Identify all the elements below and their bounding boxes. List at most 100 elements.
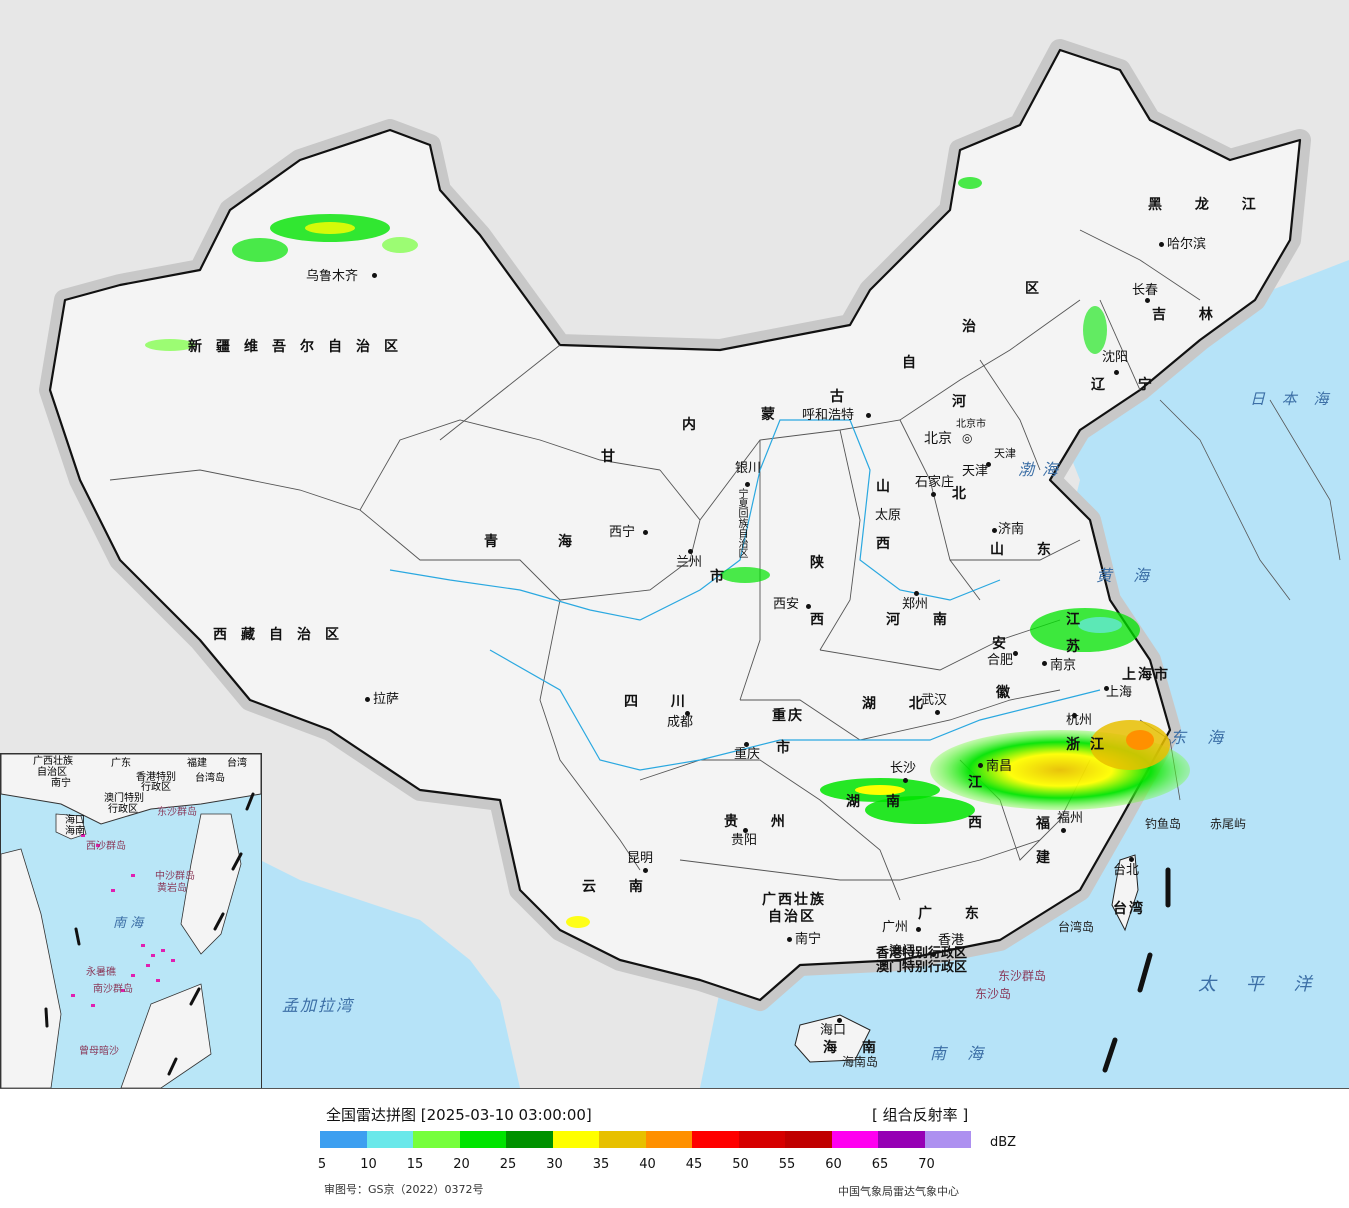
beijing-capital-icon: ◎ xyxy=(962,431,973,445)
city-hongkong: 香港 xyxy=(938,933,965,948)
label-fujian-b: 建 xyxy=(1036,850,1052,866)
label-neimeng-c: 古 xyxy=(830,389,846,405)
inset-label-zizhiqu: 自治区 xyxy=(37,767,67,778)
dot-macau xyxy=(931,952,936,957)
label-hainan-a: 海 xyxy=(823,1040,839,1056)
label-hubei: 湖 北 xyxy=(862,696,937,712)
label-neimeng-d: 自 xyxy=(902,355,918,371)
color-cell-5 xyxy=(320,1131,367,1148)
tick-label: 60 xyxy=(825,1157,842,1172)
dot-harbin xyxy=(1159,242,1164,247)
label-shanxi-b: 西 xyxy=(876,536,892,552)
label-xizang: 西藏自治区 xyxy=(213,627,353,643)
dot-chengdu xyxy=(685,711,690,716)
island-dongsha: 东沙岛 xyxy=(975,987,1012,1001)
city-hefei: 合肥 xyxy=(987,653,1014,668)
label-chongqing: 重庆 xyxy=(772,708,804,724)
city-guangzhou: 广州 xyxy=(882,920,909,935)
inset-label-nanning: 南宁 xyxy=(51,778,71,789)
tick-label: 55 xyxy=(778,1157,796,1172)
city-nanning: 南宁 xyxy=(795,932,822,947)
label-zhejiang-a: 浙 xyxy=(1066,737,1082,753)
tick-label: 40 xyxy=(639,1157,656,1172)
label-hunan-b: 南 xyxy=(886,794,902,810)
color-cell-60 xyxy=(831,1131,878,1148)
label-zhejiang-b: 江 xyxy=(1090,737,1106,753)
city-nanchang: 南昌 xyxy=(986,759,1013,774)
dot-nanning xyxy=(787,937,792,942)
label-neimeng-b: 蒙 xyxy=(761,407,777,423)
sea-huanghai: 黄 海 xyxy=(1096,566,1158,585)
label-mo-sar: 澳门特别行政区 xyxy=(876,960,968,975)
dot-shenyang xyxy=(1114,370,1119,375)
city-lanzhou: 兰州 xyxy=(676,555,703,570)
dot-nanjing xyxy=(1042,661,1047,666)
sea-ribenhai: 日 本 海 xyxy=(1250,390,1335,408)
city-chengdu: 成都 xyxy=(667,715,694,730)
review-number: 审图号：GS京（2022）0372号 xyxy=(324,1183,484,1196)
label-guangxi-a: 广西壮族 xyxy=(762,892,826,908)
dot-kunming xyxy=(643,868,648,873)
color-cell-55 xyxy=(785,1131,832,1148)
legend-panel: 全国雷达拼图 [2025-03-10 03:00:00] [ 组合反射率 ] 5… xyxy=(0,1089,1349,1208)
bay-of-bengal xyxy=(260,860,520,1088)
city-xining: 西宁 xyxy=(609,525,636,540)
city-taipei: 台北 xyxy=(1113,863,1140,878)
inset-label-hainan: 海南 xyxy=(65,826,85,837)
sea-area xyxy=(700,260,1349,1088)
label-shaanxi-a: 陕 xyxy=(810,555,826,571)
label-neimeng-a: 内 xyxy=(682,417,698,433)
tick-label: 30 xyxy=(546,1157,563,1172)
city-wuhan: 武汉 xyxy=(921,693,948,708)
label-hk-sar: 香港特别行政区 xyxy=(876,946,968,961)
city-harbin: 哈尔滨 xyxy=(1167,237,1207,252)
sea-donghai: 东 海 xyxy=(1170,728,1232,747)
tick-label: 50 xyxy=(732,1157,749,1172)
hainan-island xyxy=(794,1014,871,1063)
city-hangzhou: 杭州 xyxy=(1066,713,1093,728)
label-guangdong: 广 东 xyxy=(918,906,993,922)
label-jiangxi-a: 江 xyxy=(968,775,984,791)
sea-taipingyang: 太 平 洋 xyxy=(1198,974,1324,995)
inset-label-huangyan: 黄岩岛 xyxy=(157,883,187,894)
city-changchun: 长春 xyxy=(1132,283,1159,298)
dot-changsha xyxy=(903,778,908,783)
label-jiangsu-a: 江 xyxy=(1066,612,1082,628)
label-liaoning: 辽 宁 xyxy=(1091,377,1166,393)
tick-label: 70 xyxy=(918,1157,935,1172)
unit-label: dBZ xyxy=(990,1135,1017,1150)
inset-label-mo: 澳门特别 xyxy=(104,793,144,804)
city-shanghai: 上海 xyxy=(1106,685,1133,700)
color-cell-20 xyxy=(459,1131,506,1148)
label-hebei-b: 北 xyxy=(952,486,968,502)
label-hebei-a: 河 xyxy=(952,394,968,410)
label-yunnan: 云 南 xyxy=(582,879,657,895)
label-neimeng-f: 区 xyxy=(1025,281,1041,297)
label-guangxi-b: 自治区 xyxy=(768,909,816,925)
label-xinjiang: 新疆维吾尔自治区 xyxy=(188,339,412,355)
color-cell-25 xyxy=(506,1131,553,1148)
city-macau: 澳门 xyxy=(889,944,916,959)
dot-yinchuan xyxy=(745,482,750,487)
city-xian: 西安 xyxy=(773,597,800,612)
label-qinghai-a: 青 xyxy=(484,534,500,550)
label-beijing-shi: 北京市 xyxy=(956,419,986,430)
dot-guangzhou xyxy=(916,927,921,932)
island-hainan: 海南岛 xyxy=(842,1055,879,1069)
map-canvas xyxy=(39,39,1349,1088)
color-cell-70 xyxy=(924,1131,971,1148)
color-cell-10 xyxy=(366,1131,413,1148)
dot-zhengzhou xyxy=(914,591,919,596)
label-neimeng-e: 治 xyxy=(962,319,978,335)
inset-label-hk-b: 行政区 xyxy=(141,782,171,793)
label-shandong: 山 东 xyxy=(990,542,1065,558)
radar-map[interactable]: 新疆维吾尔自治区 西藏自治区 青 海 甘 内 蒙 古 自 治 区 黑 龙 江 吉… xyxy=(0,0,1349,1089)
label-shaanxi-b: 西 xyxy=(810,612,826,628)
dot-hohhot xyxy=(866,413,871,418)
label-gansu: 甘 xyxy=(601,449,617,465)
city-tianjin: 天津 xyxy=(962,464,989,479)
city-shenyang: 沈阳 xyxy=(1102,350,1129,365)
inset-label-hk: 香港特别 xyxy=(136,772,176,783)
inset-label-zhongsha: 中沙群岛 xyxy=(155,871,195,882)
island-taiwan: 台湾岛 xyxy=(1058,920,1095,934)
